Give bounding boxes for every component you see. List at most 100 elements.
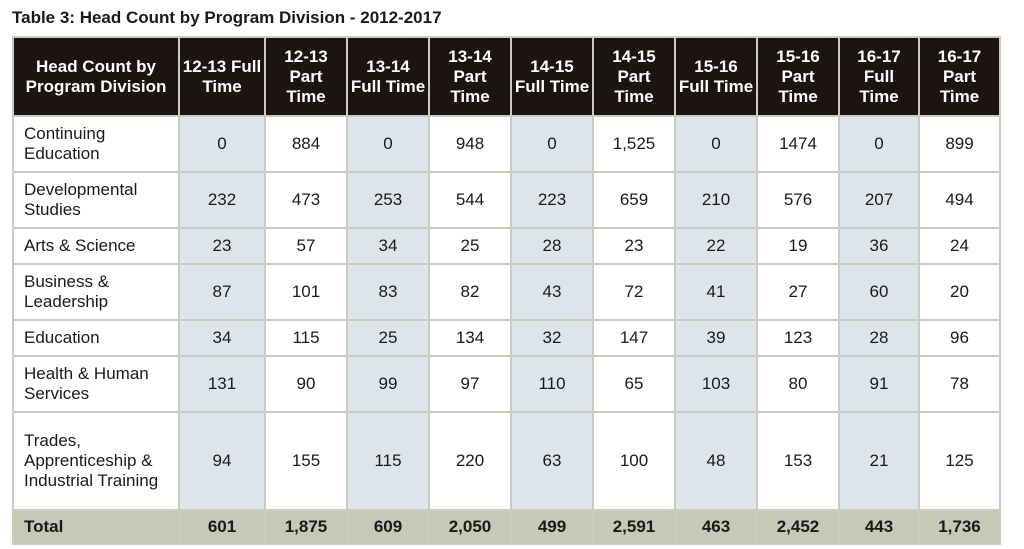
total-cell: 601 xyxy=(178,509,266,545)
table-cell: 60 xyxy=(838,263,920,321)
row-label: Developmental Studies xyxy=(12,171,180,229)
table-cell: 57 xyxy=(264,227,348,265)
table-cell: 253 xyxy=(346,171,430,229)
total-cell: 443 xyxy=(838,509,920,545)
table-cell: 0 xyxy=(178,115,266,173)
table-cell: 22 xyxy=(674,227,758,265)
row-label: Business & Leadership xyxy=(12,263,180,321)
table-cell: 65 xyxy=(592,355,676,413)
table-cell: 20 xyxy=(918,263,1001,321)
table-cell: 494 xyxy=(918,171,1001,229)
table-cell: 21 xyxy=(838,411,920,511)
table-cell: 948 xyxy=(428,115,512,173)
header-cell: 13-14 Part Time xyxy=(428,36,512,117)
table-cell: 155 xyxy=(264,411,348,511)
table-cell: 134 xyxy=(428,319,512,357)
header-cell: 14-15 Full Time xyxy=(510,36,594,117)
table-cell: 115 xyxy=(346,411,430,511)
table-row: Trades, Apprenticeship & Industrial Trai… xyxy=(12,411,1001,511)
table-cell: 19 xyxy=(756,227,840,265)
table-cell: 473 xyxy=(264,171,348,229)
total-row: Total 601 1,875 609 2,050 499 2,591 463 … xyxy=(12,509,1001,545)
table-cell: 87 xyxy=(178,263,266,321)
table-cell: 153 xyxy=(756,411,840,511)
table-cell: 36 xyxy=(838,227,920,265)
table-cell: 97 xyxy=(428,355,512,413)
header-cell: 16-17 Part Time xyxy=(918,36,1001,117)
row-label: Continuing Education xyxy=(12,115,180,173)
table-cell: 63 xyxy=(510,411,594,511)
header-cell: 15-16 Full Time xyxy=(674,36,758,117)
total-cell: 499 xyxy=(510,509,594,545)
row-label: Education xyxy=(12,319,180,357)
table-cell: 82 xyxy=(428,263,512,321)
total-cell: 1,736 xyxy=(918,509,1001,545)
total-cell: 463 xyxy=(674,509,758,545)
table-cell: 0 xyxy=(674,115,758,173)
header-cell: 12-13 Full Time xyxy=(178,36,266,117)
header-row: Head Count by Program Division 12-13 Ful… xyxy=(12,36,1001,117)
table-cell: 232 xyxy=(178,171,266,229)
header-cell: Head Count by Program Division xyxy=(12,36,180,117)
table-cell: 83 xyxy=(346,263,430,321)
total-cell: 2,050 xyxy=(428,509,512,545)
total-cell: 2,591 xyxy=(592,509,676,545)
table-cell: 28 xyxy=(838,319,920,357)
table-row: Arts & Science 23 57 34 25 28 23 22 19 36 24 xyxy=(12,227,1001,265)
table-cell: 25 xyxy=(428,227,512,265)
header-cell: 16-17 Full Time xyxy=(838,36,920,117)
table-row: Education 34 115 25 134 32 147 39 123 28 96 xyxy=(12,319,1001,357)
table-cell: 0 xyxy=(838,115,920,173)
table-cell: 659 xyxy=(592,171,676,229)
table-cell: 80 xyxy=(756,355,840,413)
table-cell: 94 xyxy=(178,411,266,511)
table-row: Developmental Studies 232 473 253 544 223 659 2… xyxy=(12,171,1001,229)
table-cell: 210 xyxy=(674,171,758,229)
row-label: Health & Human Services xyxy=(12,355,180,413)
table-cell: 39 xyxy=(674,319,758,357)
table-row: Health & Human Services 131 90 99 97 110 65 103… xyxy=(12,355,1001,413)
table-cell: 34 xyxy=(178,319,266,357)
table-cell: 115 xyxy=(264,319,348,357)
table-cell: 23 xyxy=(178,227,266,265)
table-cell: 123 xyxy=(756,319,840,357)
table-cell: 48 xyxy=(674,411,758,511)
table-cell: 101 xyxy=(264,263,348,321)
header-cell: 15-16 Part Time xyxy=(756,36,840,117)
head-count-table: Head Count by Program Division 12-13 Ful… xyxy=(12,36,1001,545)
table-cell: 1,525 xyxy=(592,115,676,173)
table-cell: 223 xyxy=(510,171,594,229)
header-cell: 12-13 Part Time xyxy=(264,36,348,117)
table-cell: 24 xyxy=(918,227,1001,265)
table-cell: 23 xyxy=(592,227,676,265)
table-cell: 27 xyxy=(756,263,840,321)
table-cell: 1474 xyxy=(756,115,840,173)
table-title: Table 3: Head Count by Program Division … xyxy=(12,8,442,27)
header-cell: 14-15 Part Time xyxy=(592,36,676,117)
table-cell: 72 xyxy=(592,263,676,321)
table-cell: 147 xyxy=(592,319,676,357)
table-row: Business & Leadership 87 101 83 82 43 72 41 27 60… xyxy=(12,263,1001,321)
header-cell: 13-14 Full Time xyxy=(346,36,430,117)
total-cell: 609 xyxy=(346,509,430,545)
table-cell: 96 xyxy=(918,319,1001,357)
table-cell: 90 xyxy=(264,355,348,413)
table-cell: 100 xyxy=(592,411,676,511)
row-label: Trades, Apprenticeship & Industrial Trai… xyxy=(12,411,180,511)
table-cell: 34 xyxy=(346,227,430,265)
table-cell: 41 xyxy=(674,263,758,321)
table-cell: 99 xyxy=(346,355,430,413)
total-cell: 2,452 xyxy=(756,509,840,545)
table-cell: 0 xyxy=(510,115,594,173)
table-cell: 0 xyxy=(346,115,430,173)
table-cell: 884 xyxy=(264,115,348,173)
table-cell: 220 xyxy=(428,411,512,511)
table-cell: 131 xyxy=(178,355,266,413)
total-cell: 1,875 xyxy=(264,509,348,545)
table-cell: 544 xyxy=(428,171,512,229)
table-cell: 207 xyxy=(838,171,920,229)
table-cell: 110 xyxy=(510,355,594,413)
table-cell: 43 xyxy=(510,263,594,321)
table-cell: 32 xyxy=(510,319,594,357)
table-row: Continuing Education 0 884 0 948 0 1,525 0 1474 0… xyxy=(12,115,1001,173)
